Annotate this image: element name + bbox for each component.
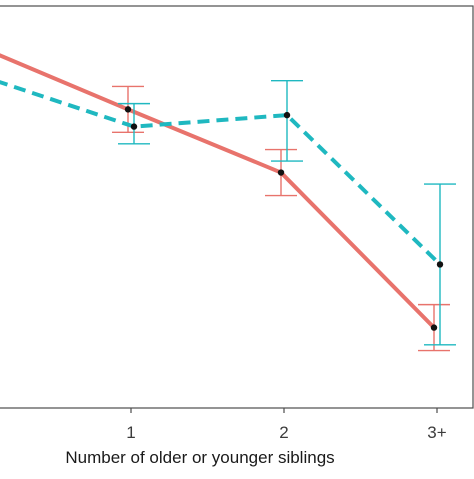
data-point xyxy=(277,169,285,176)
data-point xyxy=(124,106,132,113)
series-layer xyxy=(0,53,456,352)
data-point xyxy=(436,261,444,268)
data-point xyxy=(283,111,291,119)
series-1 xyxy=(0,53,450,352)
data-point xyxy=(130,123,138,130)
x-tick-label: 2 xyxy=(279,423,288,442)
x-tick-label: 1 xyxy=(126,423,135,442)
x-axis-title: Number of older or younger siblings xyxy=(65,448,334,467)
series-2 xyxy=(0,79,456,346)
plot-panel-border xyxy=(0,5,474,409)
series-line xyxy=(0,80,442,266)
error-bar xyxy=(271,79,303,162)
x-tick-label: 3+ xyxy=(427,423,446,442)
series-line xyxy=(0,53,436,330)
data-point xyxy=(430,324,438,331)
x-axis: 1 2 3+ xyxy=(126,408,447,442)
